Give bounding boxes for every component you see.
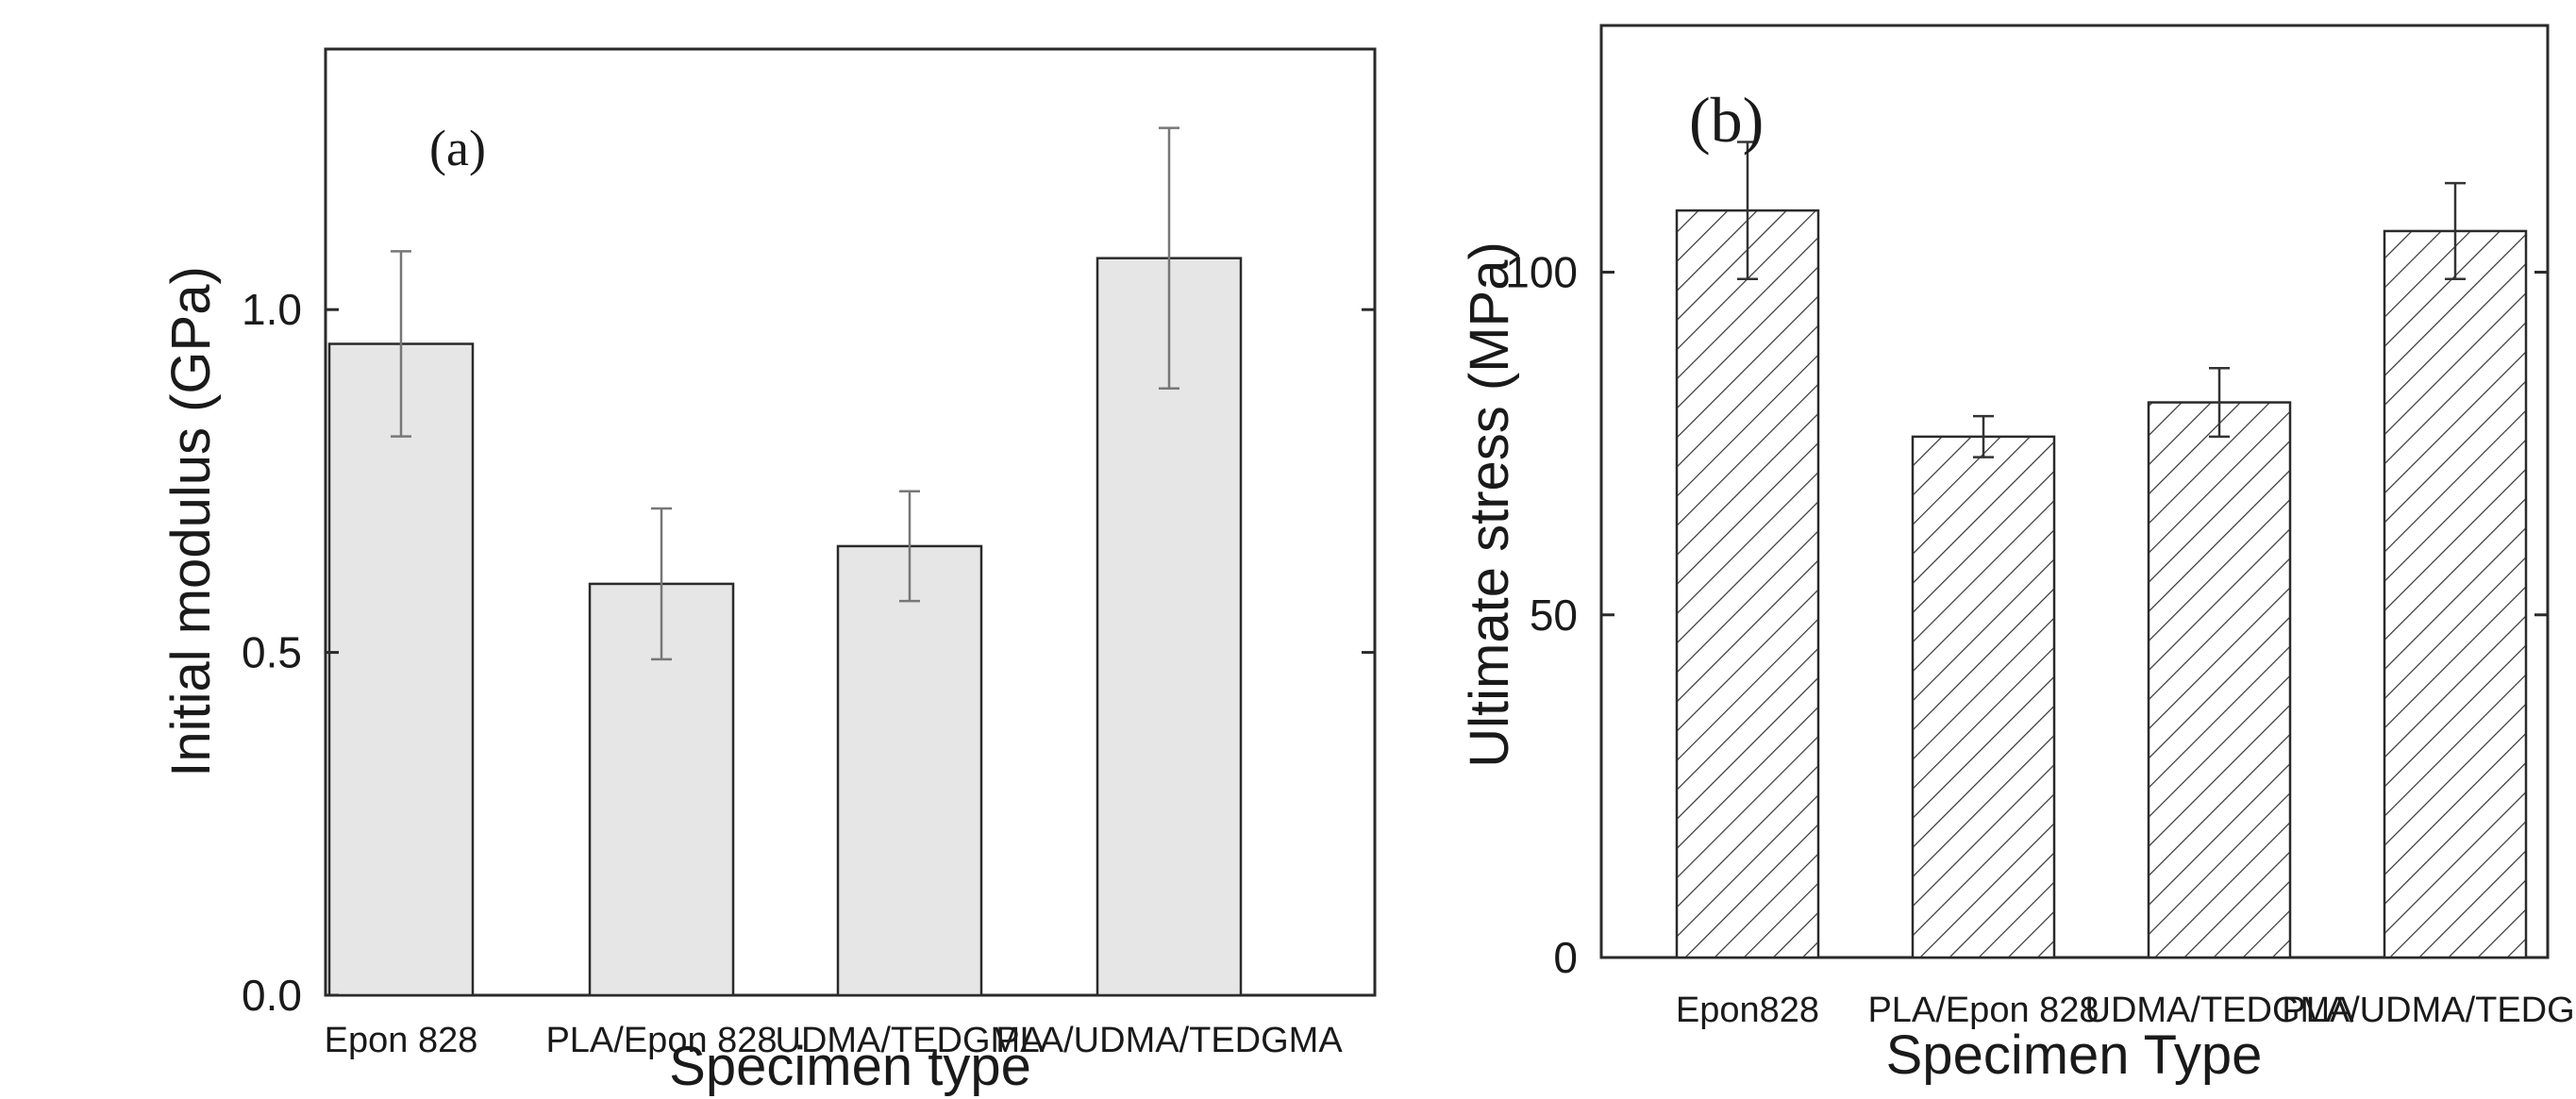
bar-3 — [836, 544, 983, 997]
x-tick-label: Epon828 — [1676, 991, 1819, 1030]
x-tick-label: UDMA/TEDGMA — [2085, 991, 2355, 1030]
error-bars — [391, 126, 1179, 661]
x-tick-label: Epon 828 — [325, 1021, 478, 1060]
error-bars — [1737, 141, 2466, 458]
y-axis-ticks: 0.0 0.5 1.0 — [242, 285, 1375, 1020]
y-tick-label: 50 — [1530, 591, 1578, 640]
bars — [1675, 208, 2528, 959]
error-bar-2 — [1973, 414, 1994, 458]
bar-1 — [1675, 208, 1820, 959]
panel-label-b: (b) — [1689, 84, 1764, 156]
panel-a-modulus-chart: 0.0 0.5 1.0 Epon 828 PLA/Epon 828UDMA/TEDGM… — [160, 47, 1377, 1097]
bar-1 — [327, 342, 475, 997]
x-tick-label: PLA/Epon 828 — [1867, 991, 2099, 1030]
y-tick-label: 0.5 — [242, 628, 302, 677]
x-axis-title: Specimen Type — [1886, 1024, 2263, 1086]
error-bar-1 — [1737, 141, 1758, 281]
error-bar-1 — [391, 250, 411, 438]
error-bar-4 — [1159, 126, 1179, 391]
error-bar-4 — [2445, 181, 2466, 281]
x-tick-label: UDMA/TEDGMA — [776, 1021, 1045, 1060]
y-tick-label: 100 — [1505, 248, 1578, 297]
error-bar-3 — [899, 490, 920, 603]
panel-b-stress-chart: 0 50 100 Epon828 PLA/Epon 828UDMA/TEDGMAPLA… — [1459, 24, 2576, 1086]
plot-frame — [1599, 24, 2550, 959]
x-axis-category-labels: Epon 828 PLA/Epon 828UDMA/TEDGMAPLA/UDMA/… — [325, 1021, 1344, 1060]
y-axis-title: Initial modulus (GPa) — [160, 266, 222, 777]
y-tick-label: 0 — [1553, 933, 1578, 982]
y-tick-label: 0.0 — [242, 971, 302, 1020]
x-tick-label: PLA/Epon 828 — [545, 1021, 777, 1060]
x-axis-category-labels: Epon828 PLA/Epon 828UDMA/TEDGMAPLA/UDMA/T… — [1676, 991, 2576, 1030]
error-bar-3 — [2209, 366, 2230, 439]
y-axis-ticks: 0 50 100 — [1505, 248, 2548, 982]
bar-2 — [1911, 435, 2056, 959]
x-tick-label: PLA/UDMA/TEDGMA — [2282, 991, 2576, 1030]
x-axis-title: Specimen type — [669, 1036, 1031, 1097]
x-tick-label: PLA/UDMA/TEDGMA — [995, 1021, 1343, 1060]
error-bar-2 — [651, 507, 672, 661]
bar-3 — [2147, 401, 2292, 959]
panel-label-a: (a) — [429, 120, 486, 176]
bar-4 — [2383, 229, 2528, 959]
y-axis-title: Ultimate stress (MPa) — [1459, 241, 1520, 768]
bars — [327, 257, 1243, 997]
y-tick-label: 1.0 — [242, 285, 302, 334]
